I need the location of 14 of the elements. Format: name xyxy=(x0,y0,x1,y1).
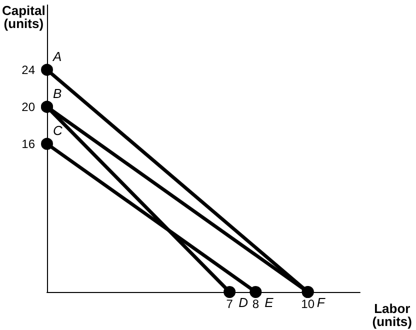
y-axis-title: Capital (units) xyxy=(2,3,46,31)
y-tick-label: 20 xyxy=(22,100,36,114)
annotation: F xyxy=(316,295,326,310)
annotation: A xyxy=(52,48,62,64)
y-tick-label: 16 xyxy=(22,136,36,151)
annotation: D xyxy=(238,295,248,310)
x-tick-label: 10 xyxy=(301,297,315,311)
annotation: E xyxy=(264,295,274,310)
annotation: B xyxy=(53,86,62,101)
x-axis-title: Labor (units) xyxy=(372,301,412,329)
y-tick-label: 24 xyxy=(22,62,36,77)
annotation: C xyxy=(53,122,63,138)
x-tick-label: 8 xyxy=(252,297,260,311)
x-tick-label: 7 xyxy=(226,297,234,311)
